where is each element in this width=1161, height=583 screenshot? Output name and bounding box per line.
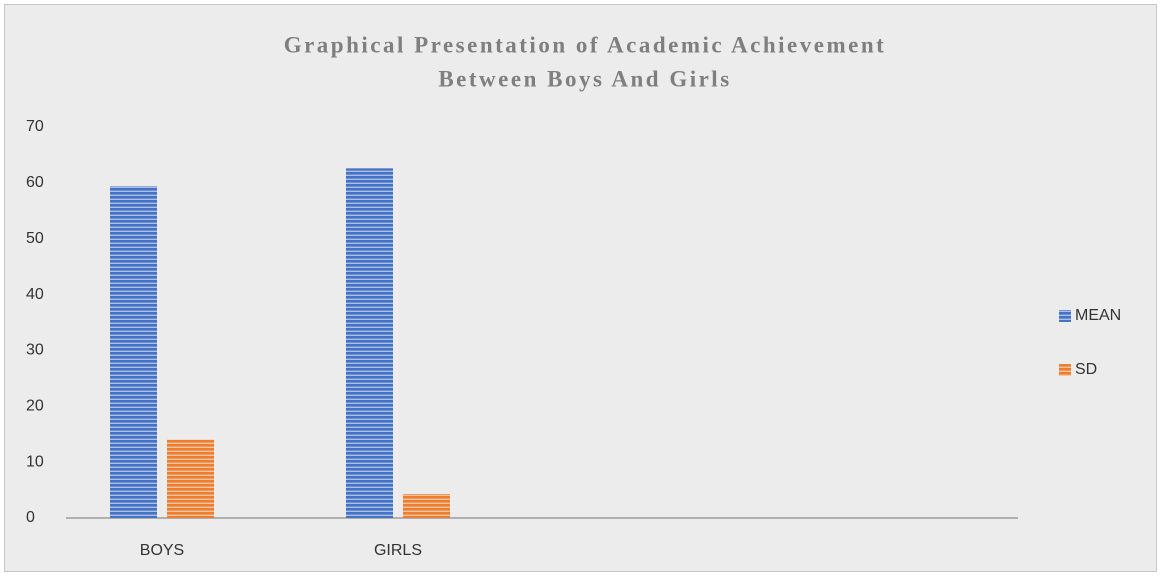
y-tick-label: 70 <box>26 118 44 135</box>
x-tick-label: BOYS <box>140 542 184 559</box>
bar-texture <box>110 186 157 519</box>
y-tick-label: 20 <box>26 398 44 415</box>
legend-swatch-texture <box>1059 310 1071 322</box>
chart-subtitle: Between Boys And Girls <box>438 66 731 91</box>
y-tick-label: 60 <box>26 174 44 191</box>
y-tick-label: 30 <box>26 342 44 359</box>
legend-label: SD <box>1075 361 1097 378</box>
bar-texture <box>167 439 214 518</box>
bar-texture <box>403 493 450 518</box>
y-tick-label: 50 <box>26 230 44 247</box>
y-tick-label: 10 <box>26 453 44 470</box>
y-tick-label: 0 <box>26 509 35 526</box>
legend-label: MEAN <box>1075 307 1121 324</box>
y-tick-label: 40 <box>26 286 44 303</box>
x-tick-label: GIRLS <box>374 542 422 559</box>
bar-texture <box>346 168 393 518</box>
legend-swatch-texture <box>1059 364 1071 376</box>
chart-title: Graphical Presentation of Academic Achie… <box>284 32 887 57</box>
